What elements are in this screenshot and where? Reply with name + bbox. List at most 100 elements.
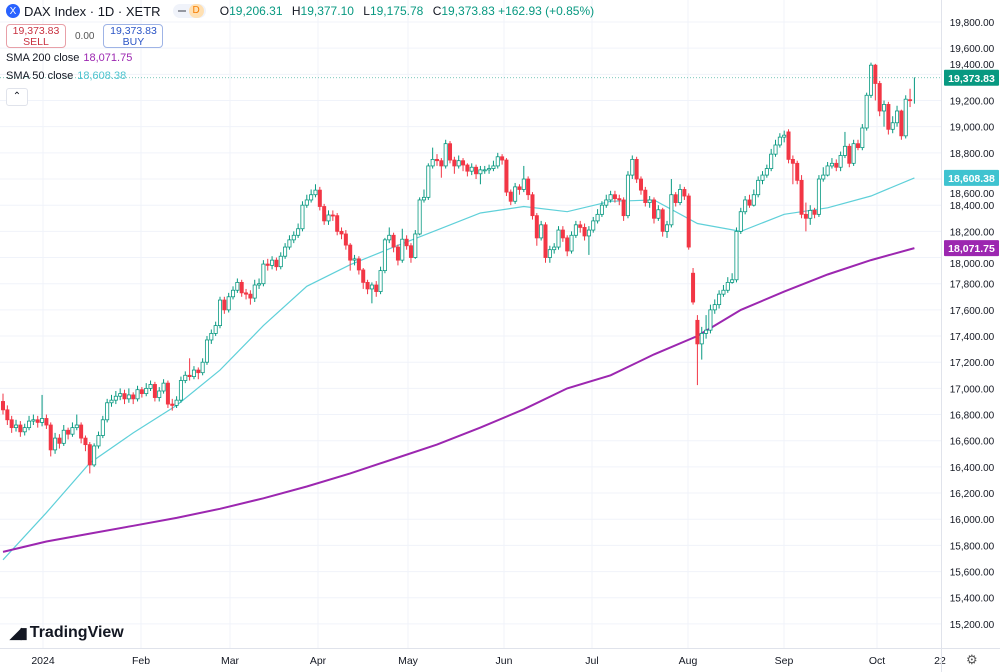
x-tick-label: 22 xyxy=(934,655,946,667)
candle-body xyxy=(209,333,214,341)
candle-body xyxy=(252,284,257,299)
symbol-title[interactable]: DAX Index · 1D · XETR xyxy=(24,3,161,19)
candle-body xyxy=(335,215,340,232)
y-tick-label: 19,400.00 xyxy=(950,60,995,71)
sma50-legend[interactable]: SMA 50 close 18,608.38 xyxy=(6,70,600,84)
candle-body xyxy=(751,194,756,206)
high-key: H xyxy=(291,4,301,18)
candle-body xyxy=(682,189,687,197)
candle-body xyxy=(448,143,453,161)
sma-lines xyxy=(2,177,915,561)
candle-body xyxy=(808,210,813,219)
candle-body xyxy=(491,165,496,169)
candle-body xyxy=(513,186,518,202)
sell-label: SELL xyxy=(23,36,49,48)
candle-body xyxy=(482,169,487,172)
candle-body xyxy=(508,191,513,202)
candle-body xyxy=(139,389,144,395)
candle-body xyxy=(495,156,500,167)
y-tick-label: 19,600.00 xyxy=(950,44,995,55)
candle-body xyxy=(452,159,457,167)
candle-body xyxy=(717,293,722,306)
chart-legend: X DAX Index · 1D · XETR D O19,206.31 H19… xyxy=(6,2,600,106)
candle-body xyxy=(170,403,175,406)
candle-body xyxy=(434,158,439,162)
x-tick-label: Sep xyxy=(775,655,794,667)
candle-body xyxy=(413,233,418,258)
y-tick-label: 15,800.00 xyxy=(950,541,995,552)
minus-icon xyxy=(177,10,186,12)
candle-body xyxy=(426,165,431,198)
sma200-price-badge xyxy=(944,240,999,257)
candle-body xyxy=(191,369,196,378)
candle-body xyxy=(96,435,101,447)
sell-button[interactable]: 19,373.83 SELL xyxy=(6,24,66,48)
chevron-up-icon[interactable]: ⌃ xyxy=(6,88,28,106)
close-value: 19,373.83 +162.93 (+0.85%) xyxy=(441,4,595,18)
candle-body xyxy=(821,174,826,180)
candle-body xyxy=(734,230,739,281)
candle-body xyxy=(586,229,591,237)
candle-body xyxy=(669,194,674,226)
candle-body xyxy=(361,269,366,283)
y-tick-label: 17,800.00 xyxy=(950,280,995,291)
candle-body xyxy=(725,281,730,291)
buy-price: 19,373.83 xyxy=(110,25,157,37)
symbol-logo-icon: X xyxy=(6,4,20,18)
candle-body xyxy=(855,143,860,149)
candle-body xyxy=(222,299,227,311)
candle-body xyxy=(500,156,505,161)
sma200-legend[interactable]: SMA 200 close 18,071.75 xyxy=(6,52,600,66)
open-value: 19,206.31 xyxy=(229,4,283,18)
candle-body xyxy=(378,270,383,292)
y-tick-label: 19,000.00 xyxy=(950,123,995,134)
tradingview-logo[interactable]: ◢▮ TradingView xyxy=(10,624,124,642)
candle-body xyxy=(118,393,123,397)
candle-body xyxy=(44,418,49,426)
candle-body xyxy=(183,374,188,381)
candle-body xyxy=(178,380,183,401)
candle-body xyxy=(704,329,709,334)
candle-body xyxy=(187,374,192,378)
candle-body xyxy=(721,289,726,295)
candle-body xyxy=(565,237,570,252)
candle-body xyxy=(582,227,587,237)
candle-body xyxy=(547,249,552,258)
candle-body xyxy=(478,169,483,175)
candle-body xyxy=(244,292,249,295)
sma200-price-badge-text: 18,071.75 xyxy=(948,243,995,255)
candle-body xyxy=(526,178,531,196)
tradingview-logo-icon: ◢▮ xyxy=(10,625,28,642)
candle-body xyxy=(27,420,32,429)
gear-icon[interactable]: ⚙ xyxy=(966,652,978,667)
y-tick-label: 16,200.00 xyxy=(950,489,995,500)
high-value: 19,377.10 xyxy=(300,4,354,18)
candle-body xyxy=(330,214,335,217)
candle-body xyxy=(274,259,279,268)
y-tick-label: 19,800.00 xyxy=(950,18,995,29)
candle-body xyxy=(291,234,296,241)
candle-body xyxy=(834,162,839,168)
candle-body xyxy=(417,199,422,235)
candle-body xyxy=(691,272,696,303)
candle-body xyxy=(469,166,474,172)
candle-body xyxy=(764,168,769,176)
candle-body xyxy=(100,419,105,436)
candle-body xyxy=(769,153,774,169)
candle-body xyxy=(882,104,887,112)
buy-button[interactable]: 19,373.83 BUY xyxy=(103,24,164,48)
candle-body xyxy=(0,401,6,411)
candle-body xyxy=(248,293,253,299)
candle-body xyxy=(135,389,140,400)
grid xyxy=(0,0,941,648)
candle-body xyxy=(847,145,852,164)
y-tick-label: 18,800.00 xyxy=(950,149,995,160)
candle-body xyxy=(812,210,817,215)
candle-body xyxy=(22,427,27,433)
candle-body xyxy=(391,234,396,248)
market-status[interactable]: D xyxy=(172,4,206,18)
candle-body xyxy=(352,258,357,261)
candle-body xyxy=(213,325,218,334)
